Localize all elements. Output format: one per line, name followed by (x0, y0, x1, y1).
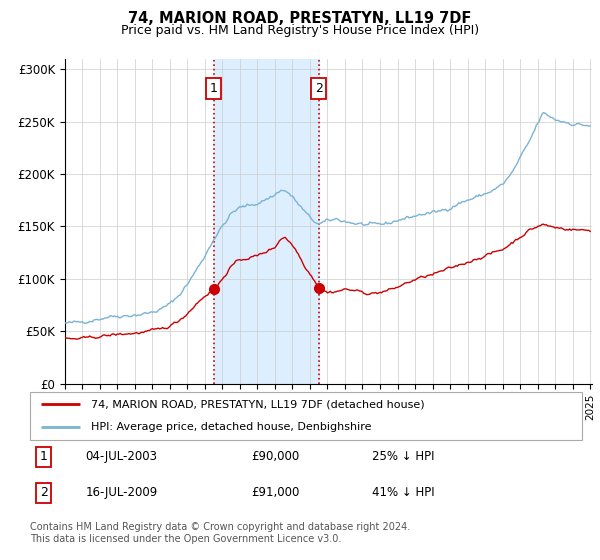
Text: 1: 1 (210, 82, 218, 95)
Text: 25% ↓ HPI: 25% ↓ HPI (372, 450, 435, 463)
Text: 2: 2 (40, 486, 48, 499)
Text: 74, MARION ROAD, PRESTATYN, LL19 7DF: 74, MARION ROAD, PRESTATYN, LL19 7DF (128, 11, 472, 26)
Text: 2: 2 (315, 82, 323, 95)
Text: £90,000: £90,000 (251, 450, 299, 463)
Text: 41% ↓ HPI: 41% ↓ HPI (372, 486, 435, 499)
Text: 04-JUL-2003: 04-JUL-2003 (85, 450, 157, 463)
Text: HPI: Average price, detached house, Denbighshire: HPI: Average price, detached house, Denb… (91, 422, 371, 432)
Text: 16-JUL-2009: 16-JUL-2009 (85, 486, 157, 499)
Bar (214, 59, 319, 384)
Text: Price paid vs. HM Land Registry's House Price Index (HPI): Price paid vs. HM Land Registry's House … (121, 24, 479, 36)
FancyBboxPatch shape (30, 392, 582, 440)
Text: Contains HM Land Registry data © Crown copyright and database right 2024.
This d: Contains HM Land Registry data © Crown c… (30, 522, 410, 544)
Text: 1: 1 (40, 450, 48, 463)
Text: 74, MARION ROAD, PRESTATYN, LL19 7DF (detached house): 74, MARION ROAD, PRESTATYN, LL19 7DF (de… (91, 399, 424, 409)
Text: £91,000: £91,000 (251, 486, 299, 499)
